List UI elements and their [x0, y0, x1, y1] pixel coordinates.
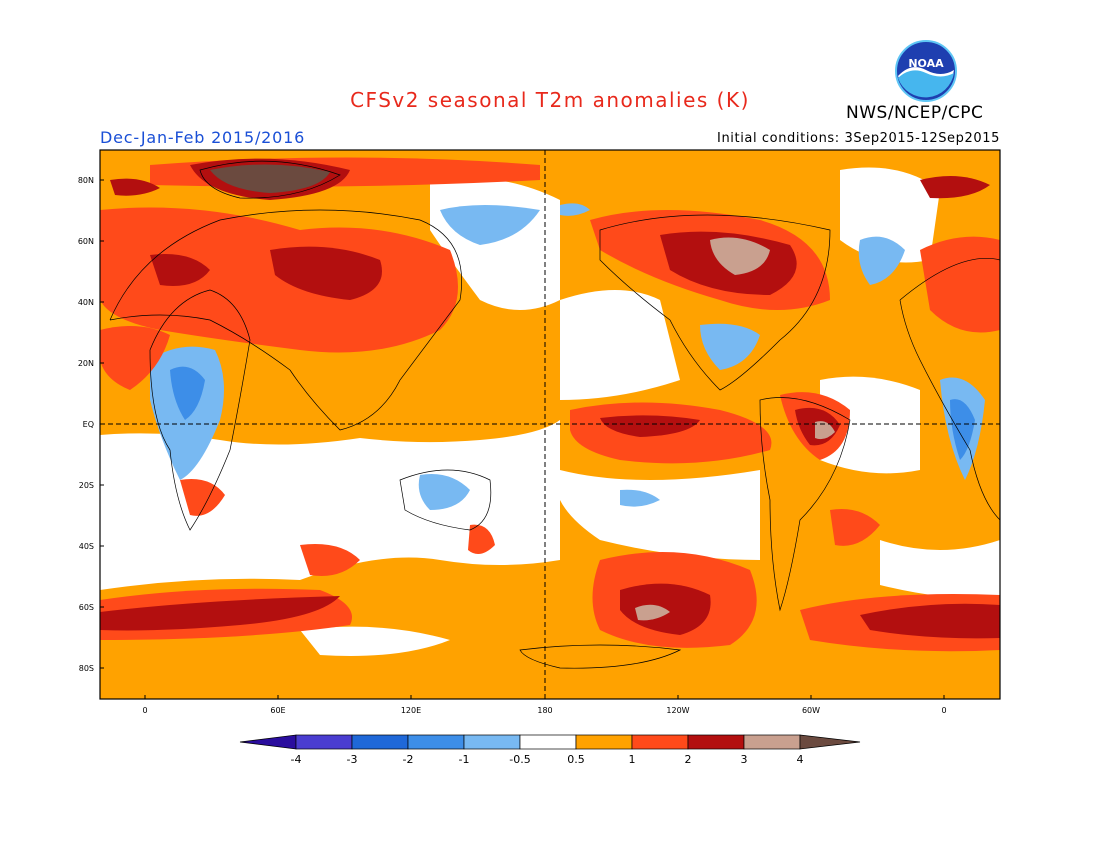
colorbar-swatch: [407, 734, 465, 750]
lon-tick-label: 0: [941, 706, 946, 715]
lat-tick-label: 20N: [78, 359, 94, 368]
colorbar-swatch: [575, 734, 633, 750]
lat-tick-label: 80S: [79, 664, 94, 673]
lon-tick-label: 60W: [802, 706, 820, 715]
lat-tick-label: 20S: [79, 481, 94, 490]
colorbar-label: -3: [347, 753, 358, 766]
colorbar-label: -0.5: [509, 753, 530, 766]
svg-text:NOAA: NOAA: [908, 57, 944, 70]
lon-tick-label: 180: [537, 706, 552, 715]
colorbar-swatch: [631, 734, 689, 750]
lon-tick-label: 60E: [270, 706, 285, 715]
lat-tick-label: 60S: [79, 603, 94, 612]
lat-tick-label: 40N: [78, 298, 94, 307]
colorbar: -4 -3 -2 -1 -0.5 0.5 1 2 3 4: [239, 734, 861, 766]
lat-tick-label: 40S: [79, 542, 94, 551]
forecast-period: Dec-Jan-Feb 2015/2016: [100, 128, 306, 147]
lat-tick-label: EQ: [83, 420, 94, 429]
colorbar-end-high: [799, 734, 861, 750]
colorbar-swatch: [743, 734, 801, 750]
coastlines: [109, 160, 1000, 669]
map-title: CFSv2 seasonal T2m anomalies (K): [350, 88, 750, 112]
lon-axis: 0 60E 120E 180 120W 60W 0: [142, 695, 947, 715]
colorbar-swatch: [687, 734, 745, 750]
noaa-logo-icon: NOAA: [895, 40, 957, 102]
lat-tick-label: 60N: [78, 237, 94, 246]
colorbar-label: 2: [685, 753, 692, 766]
colorbar-swatch: [295, 734, 353, 750]
lon-tick-label: 120W: [666, 706, 689, 715]
colorbar-label: -1: [459, 753, 470, 766]
lat-tick-label: 80N: [78, 176, 94, 185]
colorbar-label: 1: [629, 753, 636, 766]
initial-conditions: Initial conditions: 3Sep2015-12Sep2015: [717, 131, 1000, 146]
lon-tick-label: 0: [142, 706, 147, 715]
colorbar-end-low: [239, 734, 297, 750]
lat-axis: 80N 60N 40N 20N EQ 20S 40S 60S 80S: [78, 176, 104, 673]
colorbar-label: 4: [797, 753, 804, 766]
colorbar-label: 0.5: [567, 753, 585, 766]
colorbar-label: 3: [741, 753, 748, 766]
colorbar-swatch: [351, 734, 409, 750]
colorbar-swatch: [519, 734, 577, 750]
colorbar-label: -2: [403, 753, 414, 766]
colorbar-swatch: [463, 734, 521, 750]
agency-label: NWS/NCEP/CPC: [846, 103, 984, 123]
colorbar-label: -4: [291, 753, 302, 766]
lon-tick-label: 120E: [401, 706, 421, 715]
